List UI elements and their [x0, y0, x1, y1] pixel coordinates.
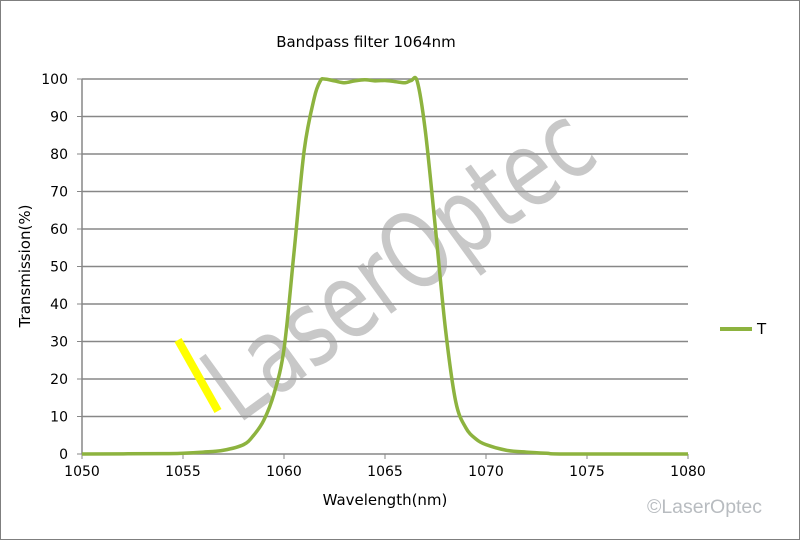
y-tick-label: 50	[50, 260, 68, 276]
y-tick-label: 70	[50, 185, 68, 201]
x-axis-label: Wavelength(nm)	[323, 491, 448, 509]
copyright-text: ©LaserOptec	[647, 497, 762, 518]
legend-label-T: T	[756, 320, 767, 338]
y-tick-label: 10	[50, 410, 68, 426]
y-tick-label: 80	[50, 147, 68, 163]
y-tick-label: 0	[59, 447, 68, 463]
y-tick-label: 30	[50, 335, 68, 351]
x-tick-label: 1050	[64, 464, 100, 480]
series-line-T	[81, 75, 689, 456]
watermark-text: LaserOptec	[181, 82, 617, 445]
y-tick-label: 90	[50, 110, 68, 126]
series-layer	[81, 75, 689, 456]
gridlines	[82, 78, 688, 418]
x-tick-label: 1055	[165, 464, 201, 480]
y-tick-label: 60	[50, 222, 68, 238]
x-tick-label: 1075	[569, 464, 605, 480]
legend: T	[720, 320, 767, 338]
y-axis-label: Transmission(%)	[16, 205, 34, 329]
y-tick-label: 100	[41, 72, 68, 88]
x-tick-label: 1060	[266, 464, 302, 480]
watermark: LaserOptec	[181, 82, 617, 445]
chart-title: Bandpass filter 1064nm	[276, 33, 456, 51]
y-tick-label: 40	[50, 297, 68, 313]
x-tick-label: 1080	[670, 464, 706, 480]
yellow-stroke-mark	[174, 338, 222, 413]
x-tick-label: 1065	[367, 464, 403, 480]
y-tick-label: 20	[50, 372, 68, 388]
x-tick-label: 1070	[468, 464, 504, 480]
